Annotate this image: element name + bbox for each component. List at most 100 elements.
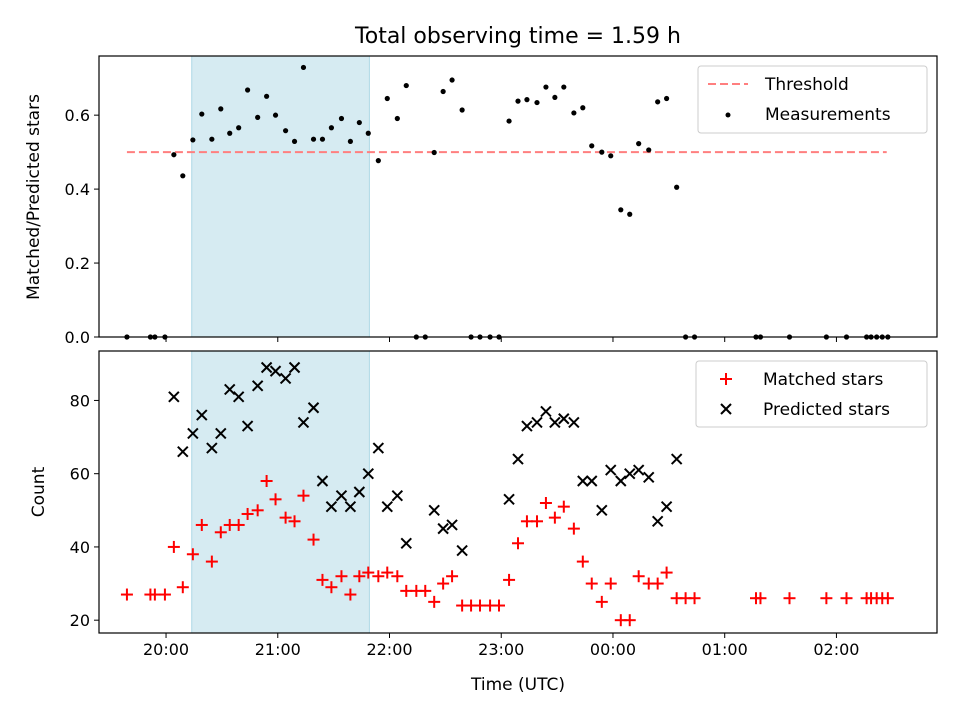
measurement-point xyxy=(245,87,251,93)
measurement-point xyxy=(571,110,577,116)
bottom-legend-box xyxy=(695,360,928,428)
top-plot-frame xyxy=(98,55,938,338)
x-tick-label: 23:00 xyxy=(478,640,524,659)
matched-point xyxy=(214,526,227,539)
bottom-y-axis-label: Count xyxy=(29,466,49,517)
measurement-point xyxy=(449,77,455,83)
predicted-point xyxy=(269,365,282,377)
matched-point xyxy=(148,588,161,601)
measurement-point xyxy=(459,107,465,113)
predicted-point xyxy=(400,537,412,549)
matched-point xyxy=(840,592,853,605)
top-y-tick-label: 0.4 xyxy=(65,180,90,199)
predicted-point xyxy=(187,427,199,440)
measurement-point xyxy=(338,115,345,122)
matched-point xyxy=(232,518,245,531)
matched-point xyxy=(400,584,413,597)
bottom-observing-span xyxy=(191,350,370,634)
matched-point xyxy=(623,614,636,627)
predicted-point xyxy=(391,489,404,502)
matched-point xyxy=(288,515,301,528)
x-tick-label: 22:00 xyxy=(366,640,412,659)
matched-point xyxy=(428,595,441,608)
measurement-point xyxy=(543,84,549,90)
predicted-point xyxy=(288,361,301,374)
measurement-point xyxy=(561,84,567,90)
measurement-point xyxy=(506,118,512,124)
bottom-plot-frame xyxy=(98,350,938,634)
matched-point xyxy=(316,573,329,586)
matched-point xyxy=(260,475,273,488)
measurement-point xyxy=(431,149,437,156)
matched-point xyxy=(820,592,833,605)
predicted-point xyxy=(456,544,468,557)
measurement-point xyxy=(552,94,558,101)
measurement-point xyxy=(599,149,605,155)
predicted-point xyxy=(549,416,561,429)
matched-point xyxy=(297,489,310,502)
predicted-point xyxy=(531,416,543,429)
predicted-point xyxy=(615,475,627,487)
predicted-point xyxy=(206,442,218,454)
predicted-point xyxy=(577,475,589,487)
measurement-point xyxy=(646,147,652,153)
matched-point xyxy=(632,570,645,583)
matched-point xyxy=(604,577,617,590)
matched-point xyxy=(660,566,673,579)
measurement-point xyxy=(534,99,540,106)
predicted-point xyxy=(362,467,374,480)
predicted-point xyxy=(437,522,449,535)
predicted-point xyxy=(297,416,310,429)
measurement-point xyxy=(310,136,317,142)
matched-point xyxy=(362,566,375,579)
matched-point xyxy=(279,511,292,524)
measurement-point xyxy=(236,125,242,131)
matched-point xyxy=(530,515,543,528)
matched-point xyxy=(335,570,348,583)
bottom-panel: 20:00 21:00 22:00 23:00 00:00 01:00 02:00 20 40… xyxy=(29,350,938,695)
measurement-point xyxy=(291,138,298,145)
predicted-point xyxy=(446,519,458,531)
matched-point xyxy=(437,577,450,590)
matched-point xyxy=(688,592,701,605)
predicted-point xyxy=(372,442,385,454)
measurement-point xyxy=(674,184,680,190)
matched-point xyxy=(167,540,180,553)
measurement-point xyxy=(384,95,390,102)
legend-measurements-label: Measurements xyxy=(765,105,891,125)
matched-point xyxy=(372,570,385,583)
predicted-point xyxy=(512,453,524,465)
predicted-point xyxy=(196,409,208,421)
legend-matched-label: Matched stars xyxy=(763,370,883,390)
matched-point xyxy=(419,584,432,597)
measurement-point xyxy=(580,105,586,111)
predicted-point xyxy=(540,405,552,418)
predicted-point xyxy=(521,420,533,432)
predicted-point xyxy=(168,391,180,403)
predicted-point xyxy=(307,402,320,414)
measurement-point xyxy=(664,95,670,102)
predicted-point xyxy=(251,380,264,392)
predicted-point xyxy=(215,427,227,440)
top-panel: 0.0 0.2 0.4 0.6 Matched/Predicted stars Thr… xyxy=(24,55,938,347)
x-tick-label: 20:00 xyxy=(143,640,189,659)
top-observing-span xyxy=(191,55,370,338)
measurement-point xyxy=(394,115,400,122)
legend-predicted-swatch xyxy=(720,403,732,415)
measurement-point xyxy=(264,93,270,99)
matched-point xyxy=(493,599,506,612)
matched-point xyxy=(186,548,199,561)
matched-point xyxy=(353,570,366,583)
matched-point xyxy=(520,515,533,528)
predicted-point xyxy=(596,504,608,517)
predicted-point xyxy=(177,446,189,458)
legend-threshold-label: Threshold xyxy=(764,75,849,95)
matched-point xyxy=(548,511,561,524)
measurement-point xyxy=(190,137,196,143)
matched-point xyxy=(585,577,598,590)
matched-point xyxy=(651,577,664,590)
measurement-point xyxy=(608,153,614,159)
predicted-point xyxy=(260,361,273,374)
predicted-point xyxy=(381,500,393,513)
matched-point xyxy=(391,570,404,583)
